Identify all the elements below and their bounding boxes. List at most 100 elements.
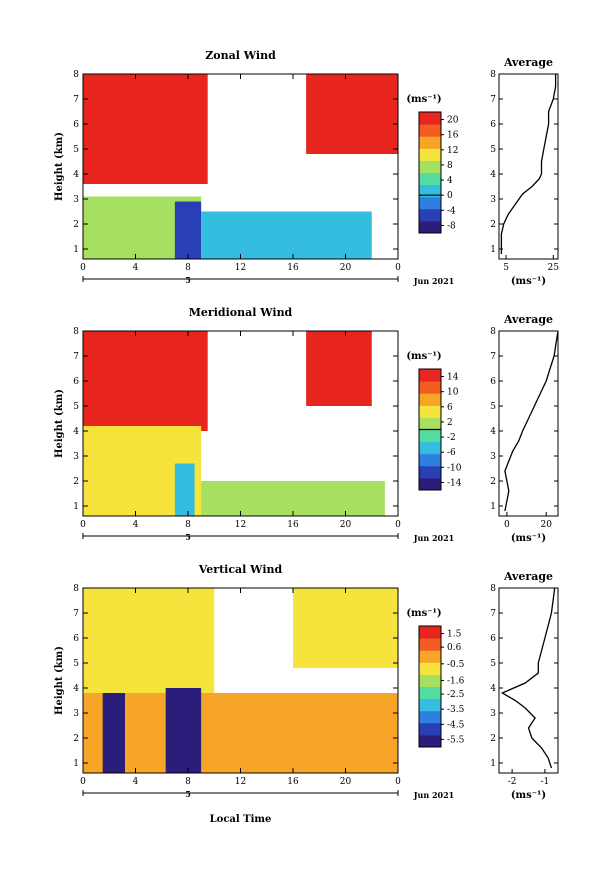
colorbar-swatch	[419, 112, 441, 125]
colorbar-tick-label: -5.5	[447, 735, 465, 745]
profile-x-tick-label: -2	[508, 777, 517, 787]
y-tick-label: 4	[73, 427, 79, 437]
profile-x-tick-label: 20	[540, 520, 552, 530]
colorbar-swatch	[419, 172, 441, 186]
heatmap-cells	[83, 74, 398, 259]
y-tick-label: 1	[73, 502, 79, 512]
chart-title: Zonal Wind	[205, 49, 276, 62]
heatmap-region-4	[165, 688, 202, 773]
colorbar-swatch	[419, 698, 441, 712]
y-tick-label: 6	[73, 120, 79, 130]
x-tick-label: 4	[133, 520, 139, 530]
heatmap-region-0	[83, 331, 208, 431]
colorbar-tick-label: 2	[447, 418, 453, 428]
colorbar-swatch	[419, 196, 441, 210]
day-label: 5	[185, 275, 191, 285]
profile-line	[500, 587, 556, 769]
colorbar-frame	[418, 625, 442, 748]
x-tick-label: 0	[395, 520, 401, 530]
profile-title: Average	[503, 56, 553, 69]
profile-y-tick-label: 2	[490, 734, 496, 744]
colorbar-tick-label: 14	[447, 373, 459, 383]
profile-y-tick-label: 5	[490, 659, 496, 669]
y-tick-label: 4	[73, 170, 79, 180]
profile-x-label: (ms⁻¹)	[511, 533, 546, 544]
profile-x-tick-label: 0	[504, 520, 510, 530]
y-tick-label: 7	[73, 609, 79, 619]
y-tick-label: 7	[73, 352, 79, 362]
colorbar-tick-label: 8	[447, 161, 453, 171]
profile-y-tick-label: 8	[490, 327, 496, 337]
y-tick-label: 4	[73, 684, 79, 694]
profile-y-tick-label: 2	[490, 220, 496, 230]
x-tick-label: 12	[235, 263, 246, 273]
heatmap-region-4	[201, 481, 385, 516]
x-tick-label: 0	[80, 520, 86, 530]
y-axis-label: Height (km)	[54, 132, 65, 201]
colorbar-swatch	[419, 722, 441, 736]
x-tick-label: 0	[395, 777, 401, 787]
colorbar-swatch	[419, 208, 441, 222]
colorbar-swatch	[419, 393, 441, 406]
x-tick-label: 0	[80, 777, 86, 787]
x-tick-label: 12	[235, 777, 246, 787]
chart-title: Meridional Wind	[189, 306, 293, 319]
profile-y-tick-label: 6	[490, 120, 496, 130]
profile-frame	[498, 330, 559, 517]
profile-x-tick-label: 25	[548, 263, 560, 273]
colorbar-swatch	[419, 369, 441, 382]
heatmap-cells	[83, 331, 385, 516]
colorbar-unit: (ms⁻¹)	[406, 94, 441, 105]
profile-y-tick-label: 7	[490, 352, 496, 362]
profile-y-tick-label: 1	[490, 245, 496, 255]
profile-y-tick-label: 1	[490, 759, 496, 769]
date-label: Jun 2021	[413, 790, 454, 800]
colorbar-tick-label: -0.5	[447, 660, 465, 670]
profile-y-tick-label: 3	[490, 195, 496, 205]
colorbar-swatch	[419, 662, 441, 675]
day-label: 5	[185, 789, 191, 799]
colorbar-tick-label: 10	[447, 388, 459, 398]
profile-y-tick-label: 6	[490, 377, 496, 387]
profile-frame	[498, 587, 559, 774]
y-tick-label: 1	[73, 759, 79, 769]
colorbar-swatch	[419, 184, 441, 198]
heatmap-region-3	[174, 463, 195, 516]
colorbar-swatch	[419, 626, 441, 639]
average-profile: Average 1 2 3 4 5 6 7 8 0 20 (ms⁻¹)	[490, 313, 559, 544]
colorbar-swatch	[419, 638, 441, 651]
colorbar-swatch	[419, 734, 441, 748]
profile-x-label: (ms⁻¹)	[511, 790, 546, 801]
y-tick-label: 3	[73, 452, 79, 462]
colorbar-swatch	[419, 429, 441, 443]
colorbar-tick-label: -3.5	[447, 705, 465, 715]
colorbar-frame	[418, 111, 442, 234]
colorbar-swatch	[419, 381, 441, 394]
profile-y-tick-label: 4	[490, 427, 496, 437]
colorbar-tick-label: -2	[447, 433, 456, 443]
average-profile: Average 1 2 3 4 5 6 7 8 5 25(ms⁻¹)	[490, 56, 559, 287]
profile-y-tick-label: 2	[490, 477, 496, 487]
x-tick-label: 20	[340, 263, 352, 273]
colorbar-swatch	[419, 453, 441, 467]
heatmap-cells	[83, 588, 398, 773]
x-tick-label: 16	[287, 263, 299, 273]
heatmap-region-4	[201, 211, 372, 259]
x-tick-label: 8	[185, 520, 191, 530]
y-tick-label: 7	[73, 95, 79, 105]
x-tick-label: 16	[287, 520, 299, 530]
colorbar-tick-label: -1.6	[447, 676, 465, 686]
x-tick-label: 20	[340, 520, 352, 530]
profile-y-tick-label: 4	[490, 684, 496, 694]
y-tick-label: 2	[73, 734, 79, 744]
heatmap-region-3	[102, 693, 125, 773]
colorbar-swatch	[419, 674, 441, 687]
heatmap-region-0	[83, 588, 215, 693]
profile-y-tick-label: 3	[490, 452, 496, 462]
colorbar-tick-label: -4	[447, 206, 456, 216]
colorbar-tick-label: -4.5	[447, 720, 465, 730]
profile-y-tick-label: 4	[490, 170, 496, 180]
x-tick-label: 0	[80, 263, 86, 273]
